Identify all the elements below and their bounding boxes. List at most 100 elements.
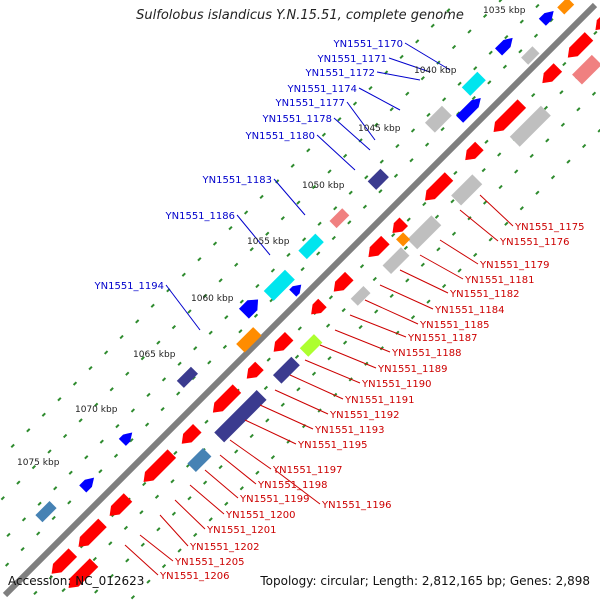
tick-mark — [562, 61, 567, 67]
tick-mark — [446, 8, 451, 13]
tick-mark — [391, 232, 396, 238]
tick-mark — [222, 344, 228, 350]
tick-mark — [456, 111, 461, 116]
tick-mark — [451, 231, 457, 236]
tick-mark — [327, 169, 332, 174]
reverse-gene — [350, 286, 371, 306]
svg-text:YN1551_1171: YN1551_1171 — [317, 54, 388, 65]
tick-mark — [109, 573, 114, 579]
tick-mark — [10, 443, 15, 449]
tick-mark — [109, 387, 114, 392]
svg-text:YN1551_1194: YN1551_1194 — [94, 281, 165, 292]
tick-mark — [119, 334, 124, 340]
map-title: Sulfolobus islandicus Y.N.15.51, complet… — [136, 8, 464, 23]
tick-mark — [259, 194, 264, 200]
forward-gene — [494, 37, 513, 56]
kbp-label: 1055 kbp — [247, 237, 290, 247]
gene-label: YN1551_1189 — [319, 344, 448, 375]
gene-label: YN1551_1195 — [244, 419, 368, 451]
tick-mark — [409, 158, 414, 163]
tick-mark — [62, 433, 68, 439]
tick-mark — [488, 237, 493, 242]
tick-mark — [202, 293, 208, 299]
tick-mark — [243, 210, 249, 215]
tick-mark — [333, 206, 338, 211]
tick-mark — [311, 184, 317, 190]
tick-mark — [341, 307, 346, 313]
svg-text:YN1551_1200: YN1551_1200 — [225, 510, 296, 521]
tick-mark — [450, 199, 455, 204]
tick-mark — [531, 92, 536, 98]
tick-mark — [533, 33, 539, 38]
tick-mark — [68, 470, 73, 475]
tick-mark — [372, 276, 377, 282]
gene-label: YN1551_1196 — [274, 469, 392, 511]
svg-text:YN1551_1185: YN1551_1185 — [419, 320, 490, 331]
tick-mark — [142, 481, 147, 487]
tick-mark — [218, 464, 223, 470]
gene-label: YN1551_1180 — [245, 131, 356, 171]
tick-mark — [275, 179, 280, 184]
tick-mark — [441, 97, 447, 102]
gene-label: YN1551_1199 — [204, 469, 310, 505]
tick-mark — [265, 231, 270, 236]
reverse-gene — [78, 518, 107, 547]
tick-mark — [362, 204, 368, 209]
svg-text:YN1551_1189: YN1551_1189 — [377, 364, 448, 375]
tick-mark — [378, 189, 383, 194]
tick-mark — [266, 357, 271, 362]
tick-mark — [457, 268, 462, 273]
gene-label: YN1551_1174 — [287, 84, 401, 111]
tick-mark — [239, 486, 244, 491]
reverse-gene — [392, 217, 408, 234]
tick-mark — [389, 293, 394, 299]
reverse-gene — [595, 10, 600, 31]
tick-mark — [424, 142, 430, 147]
tick-mark — [498, 184, 503, 190]
tick-mark — [441, 283, 447, 289]
tick-mark — [171, 511, 177, 516]
tick-mark — [51, 515, 56, 521]
tick-mark — [566, 159, 571, 164]
reverse-gene — [509, 105, 551, 147]
tick-mark — [422, 201, 427, 207]
reverse-gene — [567, 32, 594, 58]
reverse-gene — [68, 558, 99, 589]
forward-gene — [238, 299, 259, 319]
tick-mark — [502, 64, 508, 69]
gene-label: YN1551_1170 — [333, 39, 451, 71]
tick-mark — [559, 90, 564, 95]
tick-mark — [204, 419, 209, 424]
forward-gene — [461, 71, 486, 96]
tick-mark — [535, 3, 540, 9]
forward-gene — [236, 327, 262, 353]
kbp-label: 1045 kbp — [358, 124, 401, 134]
tick-mark — [426, 299, 431, 304]
tick-mark — [103, 350, 109, 355]
tick-mark — [20, 546, 25, 552]
tick-mark — [130, 595, 136, 600]
tick-mark — [403, 245, 409, 251]
forward-gene — [289, 284, 302, 297]
forward-gene — [521, 46, 540, 65]
forward-gene — [298, 233, 324, 260]
tick-mark — [473, 252, 478, 258]
tick-mark — [37, 501, 42, 506]
gene-label: YN1551_1190 — [304, 359, 432, 390]
tick-mark — [36, 531, 41, 536]
reverse-gene — [465, 141, 484, 161]
gene-label: YN1551_1191 — [289, 374, 415, 406]
tick-mark — [255, 470, 260, 475]
svg-text:YN1551_1201: YN1551_1201 — [206, 525, 277, 536]
tick-mark — [6, 532, 11, 538]
svg-text:YN1551_1206: YN1551_1206 — [159, 571, 230, 582]
reverse-gene — [542, 63, 563, 84]
gene-features — [35, 0, 600, 589]
tick-mark — [436, 247, 441, 252]
tick-mark — [550, 175, 556, 180]
svg-text:YN1551_1202: YN1551_1202 — [189, 542, 260, 553]
tick-mark — [393, 173, 399, 178]
tick-mark — [451, 44, 457, 50]
tick-mark — [265, 418, 270, 423]
tick-mark — [92, 556, 97, 562]
